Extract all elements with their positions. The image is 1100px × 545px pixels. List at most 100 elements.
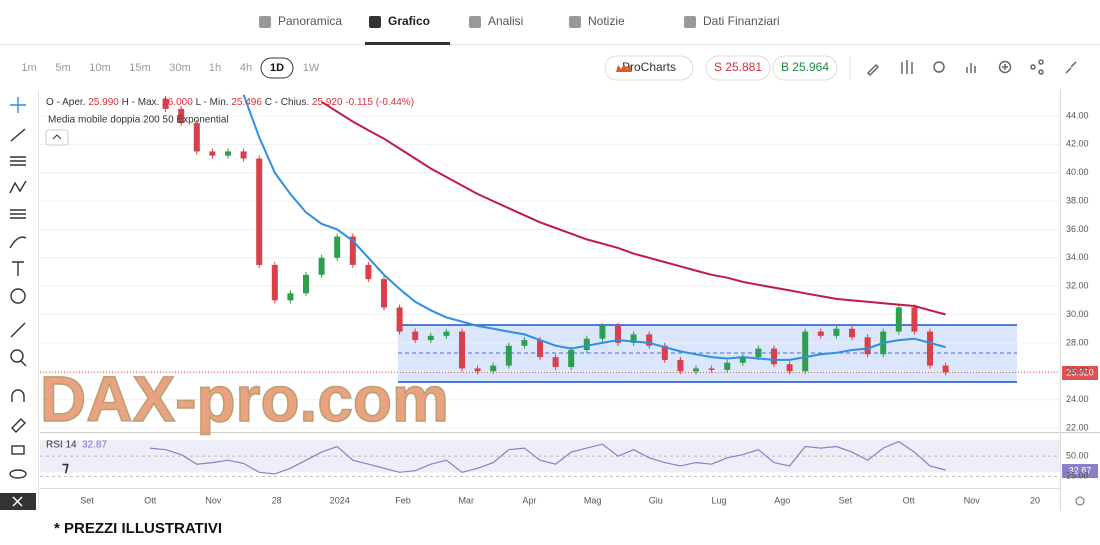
candle-body	[474, 368, 481, 372]
candle-body	[693, 368, 699, 372]
candle-body	[318, 257, 325, 275]
timeframe[interactable]: 15m	[129, 62, 150, 74]
nav-tab[interactable]: Dati Finanziari	[703, 14, 780, 28]
x-tick-label: 28	[272, 495, 282, 505]
watermark: DAX-pro.com	[40, 363, 449, 435]
y-tick-label: 30.00	[1066, 309, 1089, 319]
x-tick-label: Nov	[964, 495, 981, 505]
moving-average	[321, 100, 946, 316]
y-tick-label: 34.00	[1066, 252, 1089, 262]
candle-body	[849, 328, 855, 338]
candle-body	[599, 325, 606, 339]
timeframe[interactable]: 1D	[270, 62, 284, 74]
timeframe[interactable]: 5m	[55, 62, 70, 74]
nav-tab[interactable]: Notizie	[588, 14, 625, 28]
y-tick-label: 26.00	[1066, 366, 1089, 376]
x-tick-label: Mar	[458, 495, 474, 505]
candle-body	[287, 293, 294, 301]
x-tick-label: Ott	[903, 495, 916, 505]
candle-body	[303, 274, 309, 294]
candle-body	[661, 345, 668, 360]
timeframe-active-box[interactable]	[260, 57, 294, 79]
candle-body	[225, 151, 231, 156]
rsi-last: 32.87	[82, 440, 107, 451]
close: 25.920	[312, 97, 343, 108]
y-tick-label: 28.00	[1066, 337, 1089, 347]
candle-body	[724, 362, 731, 370]
candle-body	[256, 158, 263, 265]
y-tick-label: 42.00	[1066, 139, 1089, 149]
timeframe[interactable]: 10m	[89, 62, 110, 74]
candle-body	[942, 365, 949, 373]
candle-body	[786, 364, 793, 372]
candle-body	[396, 307, 403, 332]
y-tick-label: 40.00	[1066, 167, 1089, 177]
tab-icon	[469, 16, 481, 28]
y-tick-label: 32.00	[1066, 281, 1089, 291]
candle-body	[443, 331, 450, 336]
y-tick-label: 24.00	[1066, 394, 1089, 404]
close-label: C - Chius.	[265, 97, 309, 108]
tab-icon	[569, 16, 581, 28]
left-toolbar-icons[interactable]	[9, 97, 27, 479]
candle-body	[833, 328, 840, 336]
toolbar-icons[interactable]	[866, 59, 1077, 77]
x-tick-label: Set	[80, 495, 94, 505]
candle-body	[427, 335, 434, 341]
candle-body	[412, 331, 419, 341]
collapse-legend-button[interactable]	[45, 129, 69, 146]
candle-body	[927, 331, 933, 366]
open: 25.990	[88, 97, 119, 108]
procharts-button[interactable]	[604, 55, 694, 81]
candle-body	[193, 123, 200, 152]
candle-body	[583, 338, 590, 351]
candle-body	[739, 357, 746, 363]
settings-icon[interactable]	[1075, 496, 1085, 506]
candle-body	[708, 368, 715, 370]
candle-body	[864, 337, 871, 355]
candle-body	[349, 236, 356, 265]
candle-body	[646, 334, 653, 346]
candle-body	[240, 151, 247, 159]
procharts-label: ProCharts	[622, 60, 676, 74]
candle-body	[334, 236, 341, 258]
x-tick-label: Ott	[144, 495, 157, 505]
candle-body	[755, 348, 762, 358]
low: 25.496	[231, 97, 262, 108]
candle-body	[490, 365, 497, 372]
x-tick-label: Giu	[649, 495, 663, 505]
candle-body	[381, 279, 387, 308]
timeframe[interactable]: 1m	[21, 62, 36, 74]
candle-body	[771, 348, 777, 365]
nav-tab[interactable]: Analisi	[488, 14, 523, 28]
rsi-tick-label: 25.00	[1066, 471, 1089, 481]
last-price-box	[1062, 366, 1098, 380]
tv-logo: ⁊	[62, 459, 69, 475]
candle-body	[365, 264, 372, 280]
candle-body	[911, 307, 918, 332]
candle-body	[552, 357, 559, 368]
nav-tab[interactable]: Grafico	[388, 14, 430, 28]
timeframe[interactable]: 30m	[169, 62, 190, 74]
nav-tab[interactable]: Panoramica	[278, 14, 342, 28]
tab-icon	[369, 16, 381, 28]
sell-button[interactable]	[705, 55, 771, 81]
timeframe[interactable]: 1W	[303, 62, 320, 74]
buy-button[interactable]	[772, 55, 838, 81]
candle-body	[162, 98, 169, 109]
x-tick-label: Mag	[584, 495, 602, 505]
buy-label: B 25.964	[781, 60, 829, 74]
timeframe[interactable]: 1h	[209, 62, 221, 74]
candle-body	[615, 325, 621, 343]
timeframe[interactable]: 4h	[240, 62, 252, 74]
moving-average	[242, 94, 946, 361]
low-label: L - Min.	[196, 97, 229, 108]
candle-body	[505, 345, 512, 366]
rsi-last-axis: 32.87	[1069, 465, 1092, 475]
candle-body	[677, 359, 684, 372]
x-tick-label: Nov	[205, 495, 222, 505]
high-label: H - Max.	[122, 97, 160, 108]
candle-body	[537, 340, 543, 358]
y-tick-label: 22.00	[1066, 422, 1089, 432]
